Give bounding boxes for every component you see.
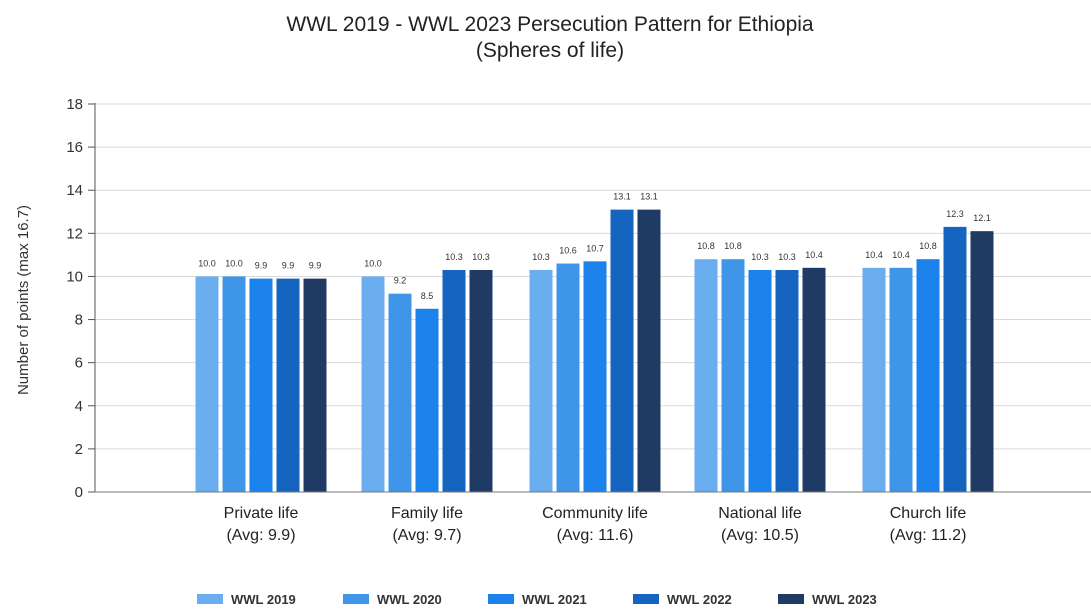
x-category-average: (Avg: 9.7) — [392, 527, 461, 544]
bar — [415, 308, 439, 492]
data-label: 10.8 — [724, 241, 742, 251]
bar — [222, 276, 246, 492]
data-label: 10.0 — [225, 258, 243, 268]
bar — [303, 278, 327, 492]
x-category-label: Family life — [391, 505, 463, 522]
bar — [694, 259, 718, 492]
bar — [442, 269, 466, 492]
data-label: 10.3 — [778, 252, 796, 262]
y-tick-label: 2 — [75, 441, 83, 458]
bar — [610, 209, 634, 492]
bar — [361, 276, 385, 492]
data-label: 13.1 — [613, 192, 631, 202]
data-label: 10.8 — [919, 241, 937, 251]
data-label: 10.4 — [805, 250, 823, 260]
y-tick-label: 18 — [66, 96, 83, 113]
data-label: 10.0 — [364, 258, 382, 268]
bar — [249, 278, 273, 492]
legend-swatch — [633, 594, 659, 604]
legend-swatch — [197, 594, 223, 604]
x-category-average: (Avg: 10.5) — [721, 527, 799, 544]
y-axis-label: Number of points (max 16.7) — [15, 205, 32, 395]
data-label: 9.9 — [255, 261, 268, 271]
data-label: 10.3 — [445, 252, 463, 262]
bar — [775, 269, 799, 492]
bar — [802, 267, 826, 492]
x-category-average: (Avg: 11.2) — [890, 527, 967, 544]
legend-swatch — [343, 594, 369, 604]
bar — [748, 269, 772, 492]
bars — [195, 209, 994, 492]
data-label: 10.3 — [751, 252, 769, 262]
legend-swatch — [778, 594, 804, 604]
chart-subtitle: (Spheres of life) — [476, 39, 624, 62]
x-category-label: Church life — [890, 505, 967, 522]
data-label: 10.3 — [532, 252, 550, 262]
data-label: 8.5 — [421, 291, 434, 301]
y-tick-label: 14 — [66, 182, 83, 199]
bar — [583, 261, 607, 492]
legend-swatch — [488, 594, 514, 604]
legend: WWL 2019 WWL 2020 WWL 2021 WWL 2022 WWL 2023 — [197, 592, 877, 607]
data-label: 13.1 — [640, 192, 658, 202]
x-category-label: Community life — [542, 505, 648, 522]
data-label: 9.9 — [309, 261, 322, 271]
data-label: 9.9 — [282, 261, 295, 271]
legend-label: WWL 2019 — [231, 592, 296, 607]
data-label: 12.3 — [946, 209, 964, 219]
data-label: 10.7 — [586, 243, 604, 253]
x-axis: Private life (Avg: 9.9) Family life (Avg: 9… — [95, 491, 1091, 544]
y-tick-label: 10 — [66, 268, 83, 285]
data-label: 10.4 — [892, 250, 910, 260]
y-tick-label: 6 — [75, 355, 83, 372]
y-tick-label: 4 — [75, 398, 83, 415]
data-label: 10.4 — [865, 250, 883, 260]
legend-label: WWL 2023 — [812, 592, 877, 607]
y-axis: 0 2 4 6 8 10 12 14 16 18 — [66, 96, 96, 501]
data-label: 10.0 — [198, 258, 216, 268]
bar — [276, 278, 300, 492]
bar — [195, 276, 219, 492]
data-label: 9.2 — [394, 276, 407, 286]
bar — [721, 259, 745, 492]
bar — [889, 267, 913, 492]
bar — [862, 267, 886, 492]
y-tick-label: 16 — [66, 139, 83, 156]
chart-title: WWL 2019 - WWL 2023 Persecution Pattern … — [286, 13, 814, 36]
bar — [943, 226, 967, 492]
bar — [556, 263, 580, 492]
bar — [637, 209, 661, 492]
x-category-average: (Avg: 11.6) — [557, 527, 634, 544]
x-category-average: (Avg: 9.9) — [226, 527, 295, 544]
x-category-label: Private life — [224, 505, 299, 522]
bar — [529, 269, 553, 492]
x-category-label: National life — [718, 505, 802, 522]
legend-label: WWL 2020 — [377, 592, 442, 607]
y-tick-label: 8 — [75, 312, 83, 329]
bar — [469, 269, 493, 492]
y-tick-label: 12 — [66, 225, 83, 242]
legend-label: WWL 2021 — [522, 592, 587, 607]
data-label: 12.1 — [973, 213, 991, 223]
data-label: 10.8 — [697, 241, 715, 251]
bar — [916, 259, 940, 492]
legend-label: WWL 2022 — [667, 592, 732, 607]
bar — [388, 293, 412, 492]
data-label: 10.6 — [559, 246, 577, 256]
data-label: 10.3 — [472, 252, 490, 262]
y-tick-label: 0 — [75, 484, 83, 501]
data-labels: 10.0 10.0 9.9 9.9 9.9 10.0 9.2 8.5 10.3 10.3 10.3 1… — [198, 192, 991, 301]
bar — [970, 231, 994, 492]
